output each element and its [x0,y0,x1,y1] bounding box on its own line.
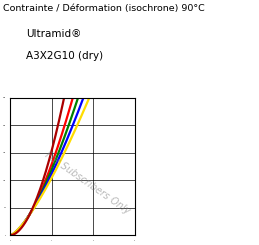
Text: For Subscribers Only: For Subscribers Only [43,150,132,216]
Text: A3X2G10 (dry): A3X2G10 (dry) [26,51,103,61]
Text: Contrainte / Déformation (isochrone) 90°C: Contrainte / Déformation (isochrone) 90°… [3,4,204,13]
Text: Ultramid®: Ultramid® [26,29,81,39]
